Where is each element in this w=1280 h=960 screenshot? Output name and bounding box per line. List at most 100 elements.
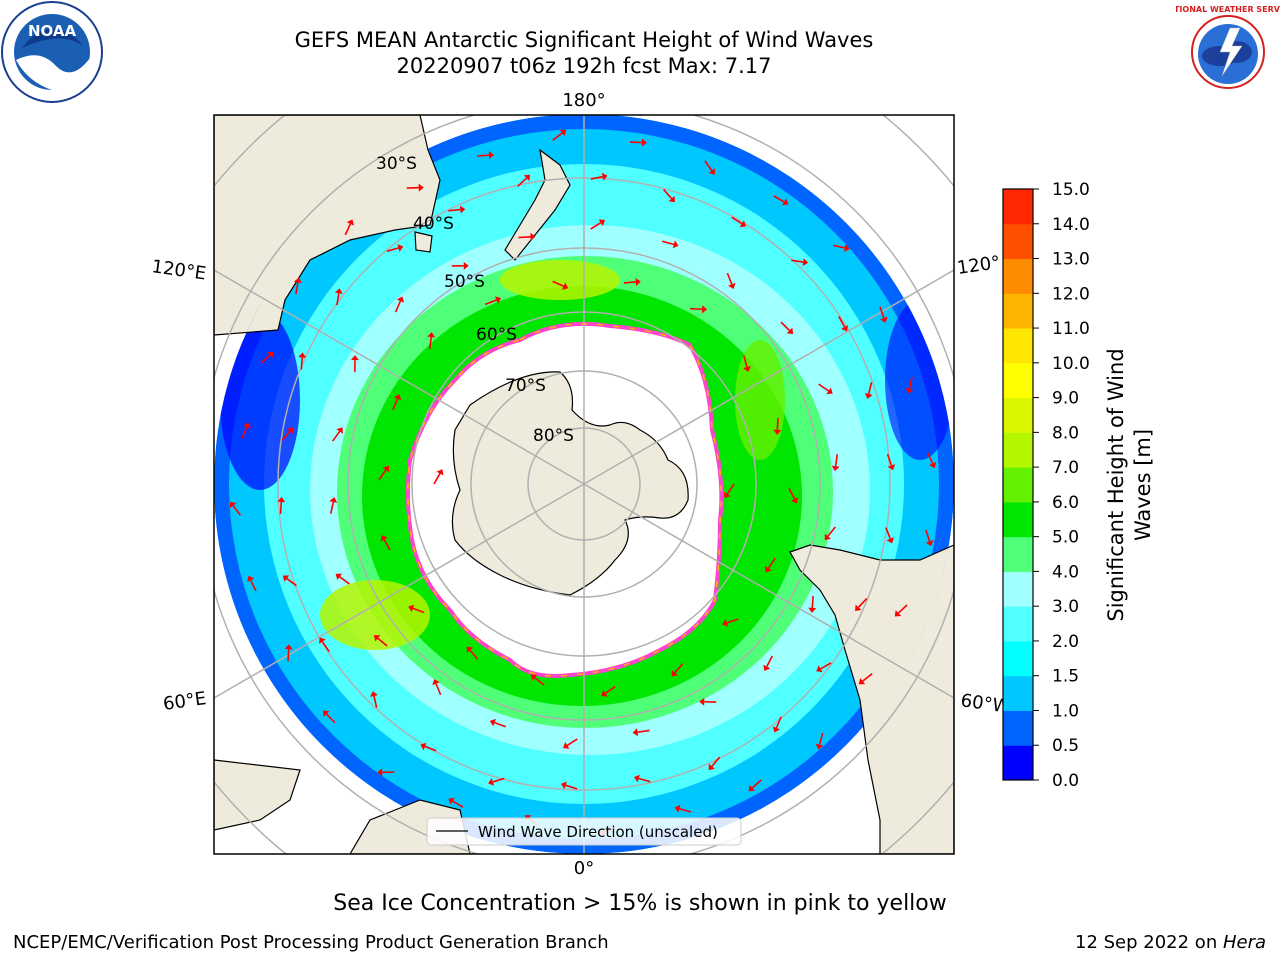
wave-direction-arrowhead	[802, 258, 809, 267]
colorbar-tick-label: 0.0	[1052, 771, 1079, 791]
wave-direction-arrow	[566, 738, 578, 747]
wind-wave-arrows	[229, 129, 937, 836]
wave-direction-arrow	[897, 604, 908, 614]
wave-direction-arrowhead	[601, 689, 608, 697]
colorbar-tick-label: 5.0	[1052, 528, 1079, 548]
wave-direction-arrowhead	[418, 183, 424, 192]
map-legend: Wind Wave Direction (unscaled)	[426, 817, 742, 846]
wave-direction-arrowhead	[929, 461, 937, 469]
legend-label: Wind Wave Direction (unscaled)	[478, 823, 718, 841]
wave-direction-arrowhead	[282, 575, 290, 582]
wave-direction-arrow	[827, 526, 836, 537]
lon-label-180: 180°	[562, 90, 605, 111]
colorbar-tick-label: 4.0	[1052, 562, 1079, 582]
lon-label-120w: 120°	[956, 252, 1002, 279]
colorbar-tick-label: 11.0	[1052, 319, 1090, 339]
wave-direction-arrowhead	[773, 429, 782, 435]
colorbar-tick-label: 14.0	[1052, 215, 1090, 235]
wave-direction-arrow	[517, 177, 528, 187]
colorbar-tick-label: 0.5	[1052, 736, 1079, 756]
wave-direction-arrow	[565, 784, 578, 790]
wave-direction-arrow	[661, 240, 674, 246]
wave-direction-arrowhead	[286, 427, 293, 434]
colorbar-segment	[1003, 675, 1033, 711]
wave-direction-arrowhead	[380, 535, 388, 542]
wave-direction-arrowhead	[601, 172, 608, 181]
wave-direction-arrow	[378, 469, 387, 481]
wave-direction-arrow	[383, 539, 391, 551]
lat-label-40s: 40°S	[413, 214, 454, 234]
wave-direction-arrowhead	[323, 710, 330, 717]
wave-direction-arrow	[925, 529, 931, 542]
colorbar-segment	[1003, 745, 1033, 781]
noaa-logo-icon: NOAA	[1, 1, 103, 103]
wave-direction-arrow	[867, 382, 873, 395]
wave-direction-arrow	[344, 223, 352, 236]
wave-direction-arrow	[832, 244, 845, 249]
wave-direction-arrow	[336, 293, 340, 306]
wave-direction-arrow	[726, 483, 735, 495]
wave-direction-arrowhead	[559, 129, 567, 137]
colorbar-tick-label: 1.5	[1052, 667, 1079, 687]
wave-direction-arrowhead	[284, 644, 293, 650]
wave-direction-arrow	[766, 655, 774, 667]
wave-direction-arrow	[604, 685, 616, 694]
africa-land	[214, 759, 301, 831]
wave-direction-arrow	[776, 417, 779, 430]
wave-direction-arrow	[424, 745, 437, 752]
wave-direction-arrow	[433, 473, 441, 485]
wave-direction-arrow	[469, 649, 479, 660]
wave-direction-arrow	[775, 716, 782, 729]
wave-direction-arrowhead	[448, 797, 455, 805]
wave-direction-arrowhead	[763, 664, 771, 672]
wave-direction-arrow	[232, 505, 242, 516]
wave-direction-arrow	[767, 557, 776, 569]
wave-direction-arrowhead	[334, 288, 343, 294]
wave-direction-arrowhead	[808, 607, 817, 613]
wave-direction-arrowhead	[668, 195, 675, 203]
graticule	[214, 115, 954, 854]
wave-direction-arrow	[726, 618, 739, 624]
wave-direction-arrow	[886, 453, 893, 466]
colorbar-label-line2: Waves [m]	[1131, 429, 1155, 541]
wave-direction-arrowhead	[722, 619, 729, 627]
lat-label-80s: 80°S	[533, 426, 574, 446]
wave-direction-arrowhead	[243, 422, 251, 429]
wave-direction-arrowhead	[635, 277, 641, 286]
wave-direction-arrowhead	[887, 464, 896, 471]
wave-direction-arrowhead	[723, 491, 731, 499]
wave-direction-arrowhead	[346, 219, 354, 226]
colorbar-segment	[1003, 501, 1033, 538]
lat-label-70s: 70°S	[505, 376, 546, 396]
wave-direction-arrowhead	[864, 393, 873, 399]
wave-direction-arrow	[331, 430, 341, 442]
wave-direction-arrow	[679, 807, 692, 813]
wave-direction-arrow	[908, 376, 913, 389]
colorbar-segment	[1003, 432, 1033, 468]
wave-direction-arrowhead	[459, 205, 466, 214]
wave-direction-arrowhead	[699, 697, 705, 706]
wave-direction-arrow	[780, 321, 791, 332]
colorbar-tick-label: 1.0	[1052, 701, 1079, 721]
colorbar-segment	[1003, 189, 1033, 225]
wave-direction-arrowhead	[632, 728, 639, 737]
wave-direction-arrowhead	[886, 537, 894, 544]
colorbar-tick-label: 12.0	[1052, 284, 1090, 304]
map-frame	[213, 114, 955, 855]
wave-direction-arrowhead	[329, 497, 338, 503]
wave-direction-arrow	[704, 160, 713, 172]
colorbar-segment	[1003, 571, 1033, 607]
wave-direction-arrowhead	[432, 679, 440, 686]
wave-direction-arrow	[392, 398, 399, 411]
wave-direction-arrow	[791, 259, 804, 263]
credit-text: NCEP/EMC/Verification Post Processing Pr…	[13, 932, 609, 953]
wave-direction-arrowhead	[466, 646, 474, 653]
wave-direction-arrow	[552, 280, 564, 287]
wave-direction-arrow	[711, 756, 721, 767]
wave-direction-arrow	[321, 641, 330, 653]
date-text: 12 Sep 2022 on	[1075, 932, 1223, 953]
wave-direction-arrowhead	[436, 469, 444, 476]
colorbar-ticks: 0.0 0.5 1.0 1.5 2.0 3.0 4.0 5.0 6.0 7.0 8.0 9.0 10.0…	[1033, 180, 1090, 791]
lon-label-60e: 60°E	[162, 688, 208, 715]
